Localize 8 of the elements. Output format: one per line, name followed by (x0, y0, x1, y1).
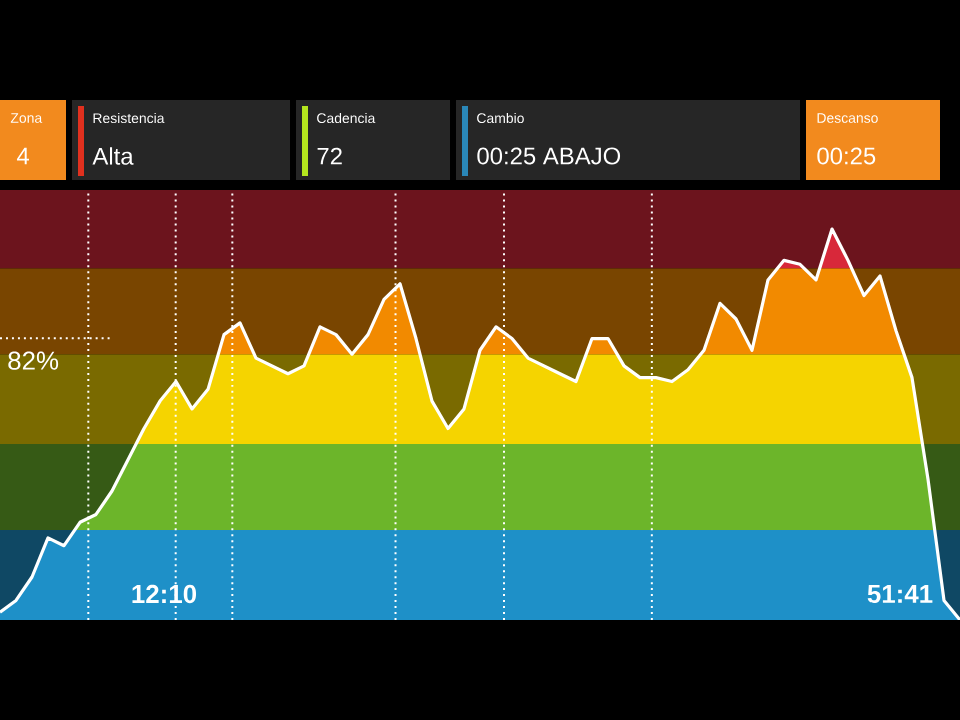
text: 00:25 ABAJO (477, 147, 621, 165)
text: 00:25 (817, 147, 876, 165)
text: Alta (92, 147, 134, 165)
text: 4 (16, 147, 29, 165)
text: 72 (317, 147, 342, 165)
annotation: 82% (8, 351, 59, 370)
annotation: 51:41 (867, 584, 933, 604)
annotation: 12:10 (132, 584, 197, 604)
